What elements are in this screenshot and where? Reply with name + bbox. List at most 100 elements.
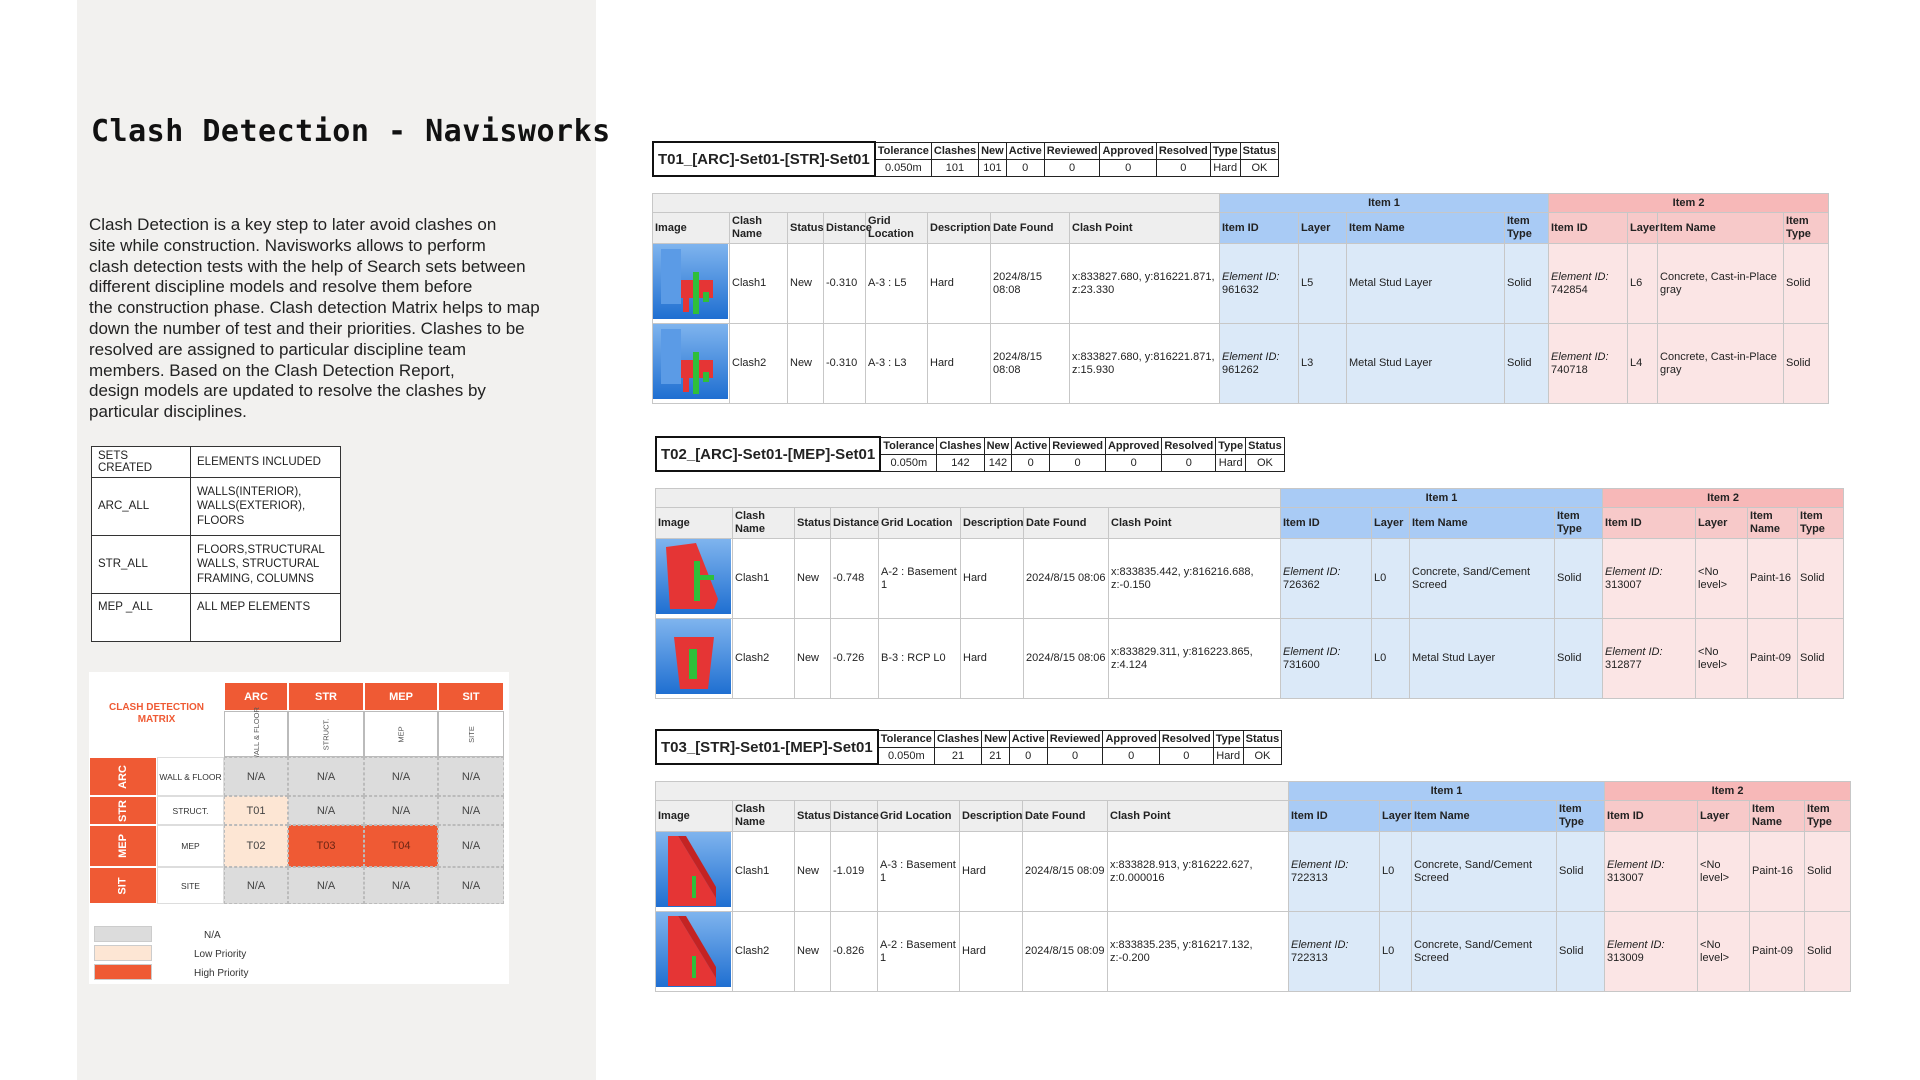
- matrix-cell: N/A: [224, 867, 288, 904]
- matrix-col-header-text: SIT: [462, 690, 480, 703]
- matrix-cell-text: N/A: [391, 770, 411, 783]
- column-header: Item Type: [1797, 507, 1845, 539]
- legend-label-text: Low Priority: [194, 948, 247, 960]
- matrix-cell-text: N/A: [316, 804, 336, 817]
- table-row[interactable]: Clash1 New -0.310 A-3 : L5 Hard 2024/8/15 08:…: [652, 243, 1830, 324]
- matrix-cell: N/A: [438, 867, 504, 904]
- matrix-cell: T03: [288, 825, 364, 867]
- column-header: Layer: [1379, 800, 1412, 832]
- summary-value: 0: [1043, 158, 1101, 177]
- intro-line: down the number of test and their priori…: [89, 318, 525, 338]
- summary-header: Status: [1245, 436, 1285, 455]
- cell-desc: Hard: [959, 911, 1023, 992]
- cell-status: New: [787, 243, 824, 324]
- column-header: Item ID: [1280, 507, 1372, 539]
- cell-distance: -0.310: [823, 243, 866, 324]
- column-header: Layer: [1627, 212, 1659, 244]
- item1-type: Solid: [1553, 618, 1604, 699]
- report-details: Item 1 Item 2 Image Clash Name Status Distanc…: [655, 781, 1852, 992]
- summary-value: 0: [1011, 453, 1051, 472]
- cell-name: Clash2: [732, 911, 795, 992]
- cell-name: Clash2: [729, 323, 788, 404]
- column-header: Clash Name: [732, 800, 795, 832]
- matrix-col-subheader: WALL & FLOOR: [224, 707, 288, 761]
- cell-point: x:833827.680, y:816221.871, z:15.930: [1069, 323, 1220, 404]
- column-header: Description: [960, 507, 1024, 539]
- report-details: Item 1 Item 2 Image Clash Name Status Distanc…: [655, 488, 1845, 699]
- summary-value: 142: [983, 453, 1013, 472]
- summary-value: 101: [930, 158, 980, 177]
- set-name: STR_ALL: [91, 535, 191, 594]
- column-header: Grid Location: [877, 800, 960, 832]
- set-elements: WALLS(INTERIOR), WALLS(EXTERIOR), FLOORS: [190, 477, 341, 536]
- matrix-col-subheader-text: STRUCT.: [321, 718, 331, 750]
- item1-id: 726362: [1283, 578, 1320, 591]
- item2-id: 313007: [1605, 578, 1642, 591]
- summary-value: 0: [1008, 746, 1048, 765]
- summary-value: 0: [1161, 453, 1217, 472]
- item2-id-cell: Element ID: 313009: [1604, 911, 1699, 992]
- group-spacer: [655, 781, 1289, 801]
- matrix-row-header: ARC: [89, 757, 157, 796]
- matrix-cell-text: N/A: [246, 879, 266, 892]
- matrix-row-subheader: MEP: [157, 825, 224, 867]
- item2-name: Concrete, Cast-in-Place gray: [1657, 243, 1785, 324]
- item2-id-cell: Element ID: 313007: [1604, 831, 1699, 912]
- summary-value: 21: [981, 746, 1010, 765]
- item1-layer: L3: [1298, 323, 1347, 404]
- matrix-cell-text: N/A: [316, 770, 336, 783]
- item1-layer: L0: [1379, 831, 1412, 912]
- summary-value: 0.050m: [879, 453, 938, 472]
- matrix-cell: N/A: [364, 867, 438, 904]
- cell-date: 2024/8/15 08:06: [1023, 618, 1109, 699]
- cell-date: 2024/8/15 08:09: [1022, 831, 1108, 912]
- report-details: Item 1 Item 2 Image Clash Name Status Distanc…: [652, 193, 1830, 404]
- cell-point: x:833827.680, y:816221.871, z:23.330: [1069, 243, 1220, 324]
- matrix-cell-text: N/A: [461, 879, 481, 892]
- cell-date: 2024/8/15 08:09: [1022, 911, 1108, 992]
- table-row[interactable]: Clash1 New -1.019 A-3 : Basement 1 Hard 2024/…: [655, 831, 1852, 912]
- matrix-col-subheader: SITE: [438, 711, 504, 757]
- summary-header: Active: [1005, 141, 1045, 160]
- intro-line: Clash Detection is a key step to later a…: [89, 215, 497, 234]
- cell-point: x:833828.913, y:816222.627, z:0.000016: [1107, 831, 1289, 912]
- item2-name: Paint-09: [1749, 911, 1806, 992]
- page-title: Clash Detection - Navisworks: [91, 114, 611, 149]
- summary-value: 0: [1158, 746, 1214, 765]
- cell-desc: Hard: [927, 323, 991, 404]
- item2-type: Solid: [1797, 618, 1845, 699]
- item2-id-cell: Element ID: 740718: [1548, 323, 1629, 404]
- matrix-col-subheader: STRUCT.: [288, 711, 364, 757]
- summary-value: 101: [978, 158, 1007, 177]
- cell-status: New: [794, 911, 831, 992]
- item1-type: Solid: [1503, 243, 1550, 324]
- matrix-col-header-text: MEP: [389, 690, 413, 703]
- summary-value: Hard: [1212, 746, 1244, 765]
- column-header: Clash Name: [729, 212, 788, 244]
- item2-name: Paint-16: [1749, 831, 1806, 912]
- element-id-label: Element ID:: [1551, 270, 1609, 283]
- matrix-row-subheader-text: STRUCT.: [172, 805, 209, 816]
- item1-id-cell: Element ID: 722313: [1288, 911, 1380, 992]
- table-row[interactable]: Clash2 New -0.826 A-2 : Basement 1 Hard 2024/…: [655, 911, 1852, 992]
- matrix-col-header-text: STR: [315, 690, 337, 703]
- table-row[interactable]: Clash2 New -0.726 B-3 : RCP L0 Hard 2024/8/15…: [655, 618, 1845, 699]
- column-header: Status: [787, 212, 824, 244]
- item2-layer: <No level>: [1695, 538, 1749, 619]
- summary-header: Resolved: [1158, 729, 1214, 748]
- summary-header: Tolerance: [879, 436, 938, 455]
- column-header: Date Found: [1022, 800, 1108, 832]
- set-element-line: ALL MEP ELEMENTS: [197, 601, 311, 613]
- item1-id: 722313: [1291, 951, 1328, 964]
- column-header: Layer: [1298, 212, 1347, 244]
- column-header: Item Name: [1657, 212, 1785, 244]
- summary-header: Resolved: [1155, 141, 1211, 160]
- set-element-line: FLOORS: [197, 514, 245, 527]
- item2-name: Paint-16: [1747, 538, 1799, 619]
- set-element-line: WALLS, STRUCTURAL: [197, 558, 320, 571]
- matrix-cell-text: N/A: [246, 770, 266, 783]
- matrix-cell-text: N/A: [391, 804, 411, 817]
- item2-layer: <No level>: [1697, 831, 1751, 912]
- table-row[interactable]: Clash1 New -0.748 A-2 : Basement 1 Hard 2024/…: [655, 538, 1845, 619]
- table-row[interactable]: Clash2 New -0.310 A-3 : L3 Hard 2024/8/15 08:…: [652, 323, 1830, 404]
